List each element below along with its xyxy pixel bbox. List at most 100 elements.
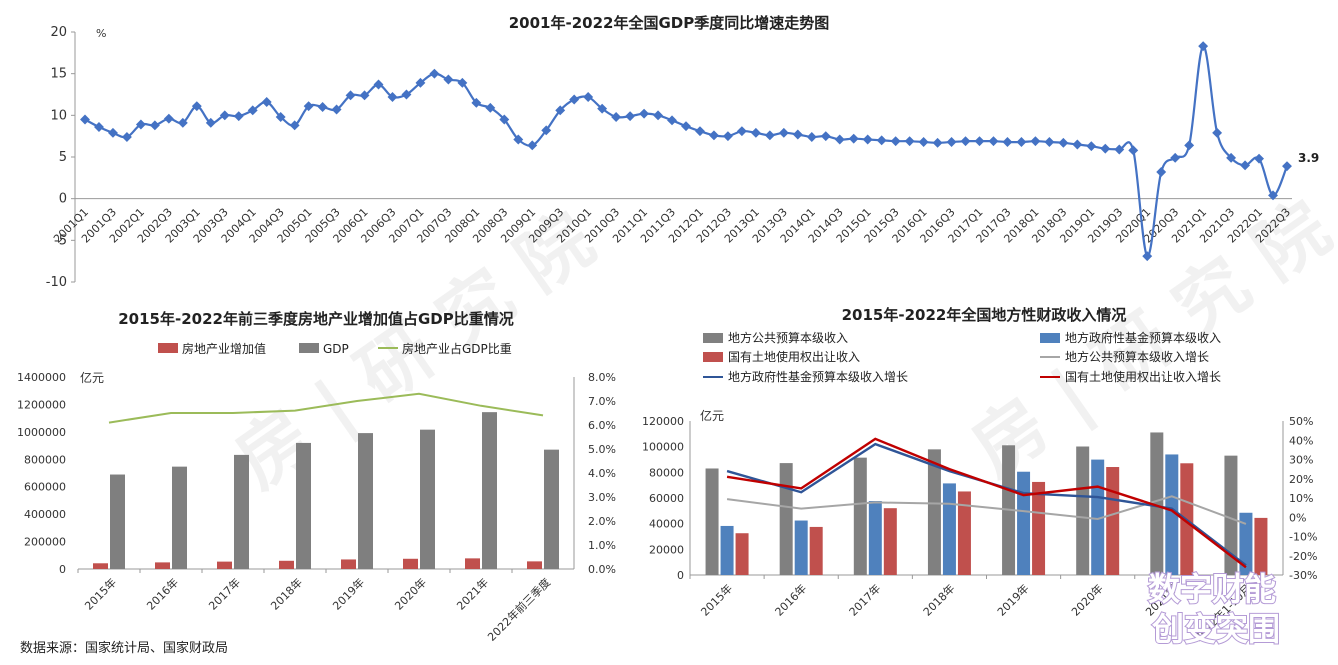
bar	[809, 526, 823, 575]
y-tick-label: -10	[46, 275, 67, 290]
bar	[217, 561, 232, 569]
data-point	[163, 113, 174, 124]
data-point	[764, 130, 775, 141]
bar	[234, 454, 249, 569]
data-source-note: 数据来源：国家统计局、国家财政局	[20, 640, 228, 656]
data-point	[1086, 141, 1097, 152]
data-point	[1226, 152, 1237, 163]
y-right-tick-label: 20%	[1289, 473, 1313, 486]
data-point	[722, 131, 733, 142]
data-point	[513, 134, 524, 145]
bar	[794, 520, 808, 575]
data-point	[750, 127, 761, 138]
data-point	[1170, 152, 1181, 163]
bar	[779, 463, 793, 575]
data-label: 3.9	[1298, 151, 1319, 165]
y-right-tick-label: 6.0%	[588, 419, 616, 432]
y-tick-label: 20	[50, 25, 67, 40]
legend-swatch	[703, 333, 723, 343]
data-point	[862, 134, 873, 145]
data-point	[960, 136, 971, 147]
y-right-tick-label: 7.0%	[588, 395, 616, 408]
data-point	[681, 121, 691, 132]
chart-title: 2015年-2022年前三季度房地产业增加值占GDP比重情况	[118, 310, 513, 328]
bar	[942, 483, 956, 575]
brand-logo: 数字财能 创变突围	[1147, 569, 1281, 649]
data-point	[1254, 153, 1264, 164]
y-right-tick-label: 0%	[1289, 511, 1306, 524]
x-tick-label: 2022年前三季度	[485, 575, 554, 644]
bar	[957, 491, 971, 575]
y-right-tick-label: 8.0%	[588, 371, 616, 384]
bar	[927, 449, 941, 575]
y-left-tick-label: 200000	[24, 536, 66, 549]
y-left-tick-label: 40000	[649, 518, 684, 531]
bar	[155, 562, 170, 569]
data-point	[778, 127, 789, 138]
data-point	[108, 127, 118, 138]
legend-swatch	[158, 343, 178, 353]
data-point	[806, 132, 817, 142]
bar	[720, 525, 734, 575]
data-point	[373, 79, 384, 90]
bar	[1254, 517, 1268, 575]
x-tick-label: 2015年	[698, 581, 735, 618]
bar	[1224, 455, 1238, 575]
series-line	[726, 437, 1247, 569]
data-point	[639, 108, 650, 119]
legend-swatch	[703, 352, 723, 362]
bar	[735, 533, 749, 575]
y-left-unit: 亿元	[700, 408, 724, 423]
data-point	[792, 129, 803, 140]
y-left-tick-label: 0	[59, 563, 66, 576]
data-point	[317, 102, 328, 112]
data-point	[695, 126, 705, 137]
y-right-tick-label: 40%	[1289, 434, 1313, 447]
bar	[1165, 454, 1179, 575]
bar	[868, 501, 882, 575]
y-left-tick-label: 1000000	[17, 426, 66, 439]
bar	[296, 442, 311, 569]
bar	[1076, 446, 1090, 575]
y-tick-label: 15	[50, 67, 67, 82]
y-right-tick-label: -10%	[1289, 531, 1317, 544]
data-point	[233, 111, 244, 122]
logo-line-2: 创变突围	[1151, 610, 1280, 648]
bar	[172, 466, 187, 569]
data-point	[205, 117, 216, 128]
data-point	[1268, 190, 1278, 201]
data-point	[555, 105, 566, 116]
legend-label: 房地产业占GDP比重	[402, 341, 512, 356]
data-point	[709, 130, 719, 141]
y-tick-label: 5	[59, 150, 67, 165]
x-tick-label: 2020年	[1068, 581, 1105, 618]
x-tick-label: 2018年	[268, 575, 305, 612]
y-right-tick-label: 10%	[1289, 492, 1313, 505]
data-point	[583, 92, 594, 102]
y-left-tick-label: 20000	[649, 543, 684, 556]
x-tick-label: 2020年	[392, 575, 429, 612]
logo-line-1: 数字财能	[1148, 570, 1276, 608]
data-point	[736, 126, 747, 137]
data-point	[834, 134, 845, 145]
y-right-tick-label: 5.0%	[588, 443, 616, 456]
y-right-tick-label: 2.0%	[588, 515, 616, 528]
data-point	[653, 110, 663, 121]
x-tick-label: 2017年	[206, 575, 243, 612]
legend-label: 房地产业增加值	[182, 341, 266, 356]
data-point	[569, 94, 580, 105]
x-tick-label: 2016年	[144, 575, 181, 612]
y-right-tick-label: 1.0%	[588, 539, 616, 552]
data-point	[1212, 127, 1223, 138]
data-point	[932, 137, 943, 148]
y-unit-label: %	[96, 27, 106, 40]
bar	[705, 468, 719, 575]
data-point	[946, 137, 957, 147]
data-point	[1142, 251, 1153, 262]
bar	[93, 563, 108, 569]
gdp-growth-chart: 2001年-2022年全国GDP季度同比增速走势图%-10-5051015202…	[46, 14, 1320, 290]
y-tick-label: 10	[50, 108, 67, 123]
bar	[482, 412, 497, 569]
